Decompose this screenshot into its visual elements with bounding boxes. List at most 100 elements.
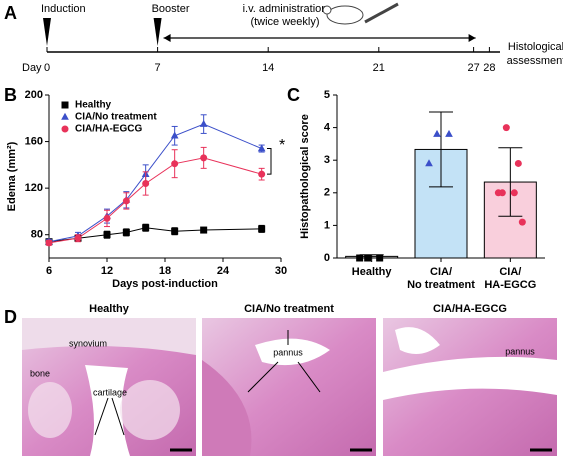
pointer-arrow	[247, 361, 279, 393]
x-tick-label: CIA/HA-EGCG	[484, 266, 536, 291]
series-line	[48, 227, 262, 243]
y-tick-label: 4	[324, 122, 331, 134]
x-tick-label: 12	[101, 265, 113, 277]
data-point	[199, 119, 208, 127]
series-line	[48, 123, 262, 243]
data-point	[103, 214, 111, 222]
data-point	[122, 228, 130, 236]
data-point	[122, 197, 130, 205]
syringe-icon	[364, 2, 399, 24]
data-point	[200, 154, 208, 162]
data-point	[45, 239, 53, 247]
legend-marker	[61, 125, 69, 133]
y-axis-label: Histopathological score	[299, 114, 311, 239]
data-point	[514, 159, 522, 167]
image-annotation: pannus	[273, 347, 303, 357]
legend-marker	[61, 101, 69, 109]
event-label: Induction	[41, 3, 86, 15]
legend-marker	[61, 112, 69, 120]
joint-space	[383, 356, 557, 400]
panel-letter: B	[4, 85, 17, 105]
significance-bracket	[267, 148, 272, 175]
administration-label: i.v. administration	[243, 3, 328, 15]
legend-label: CIA/HA-EGCG	[75, 124, 142, 135]
image-annotation: bone	[30, 368, 50, 378]
joint-space	[255, 338, 330, 366]
y-tick-label: 5	[324, 89, 330, 101]
image-title: CIA/HA-EGCG	[433, 303, 507, 315]
end-label: assessment	[507, 55, 563, 67]
event-marker	[43, 18, 51, 46]
image-title: CIA/No treatment	[244, 303, 334, 315]
data-point	[445, 129, 453, 137]
panel-letter: A	[4, 3, 17, 23]
mouse-icon	[322, 5, 332, 15]
y-tick-label: 0	[324, 252, 330, 264]
event-marker	[153, 18, 162, 46]
x-tick-label: Healthy	[352, 266, 393, 278]
tissue-layer	[22, 318, 196, 355]
pointer-arrow	[111, 397, 125, 436]
data-point	[171, 227, 179, 235]
data-point	[258, 225, 266, 233]
x-tick-label: CIA/No treatment	[407, 266, 475, 291]
legend-label: Healthy	[75, 100, 112, 111]
y-tick-label: 80	[31, 229, 43, 241]
day-label: Day	[22, 62, 42, 74]
data-point	[103, 231, 111, 239]
data-point	[498, 189, 506, 197]
data-point	[200, 226, 208, 234]
image-annotation: pannus	[505, 346, 535, 356]
y-axis-label: Edema (mm²)	[6, 141, 18, 211]
timeline-tick-label: 7	[155, 62, 161, 74]
pointer-arrow	[297, 361, 321, 393]
data-point	[74, 234, 82, 242]
y-tick-label: 120	[25, 182, 43, 194]
x-axis-label: Days post-induction	[112, 278, 218, 290]
timeline-tick-label: 27	[467, 62, 479, 74]
image-title: Healthy	[89, 303, 130, 315]
timeline-tick-label: 0	[44, 62, 50, 74]
data-point	[257, 144, 266, 152]
joint-space	[85, 365, 130, 456]
legend-label: CIA/No treatment	[75, 112, 157, 123]
x-tick-label: 18	[159, 265, 171, 277]
data-point	[510, 189, 518, 197]
data-point	[518, 218, 526, 226]
data-point	[142, 224, 150, 232]
y-tick-label: 3	[324, 154, 330, 166]
data-point	[502, 124, 510, 132]
tissue-layer	[202, 360, 252, 456]
timeline-tick-label: 21	[373, 62, 385, 74]
timeline-tick-label: 14	[262, 62, 274, 74]
image-annotation: synovium	[69, 338, 107, 348]
data-point	[171, 160, 179, 168]
series-line	[48, 157, 262, 244]
mouse-icon	[326, 5, 364, 25]
y-tick-label: 200	[25, 89, 43, 101]
data-point	[356, 254, 364, 262]
arrow-head	[468, 34, 476, 42]
panel-letter: C	[287, 85, 300, 105]
event-label: Booster	[152, 3, 190, 15]
bone-region	[120, 380, 180, 440]
data-point	[258, 170, 266, 178]
x-tick-label: 30	[275, 265, 287, 277]
data-point	[376, 254, 384, 262]
pointer-arrow	[94, 397, 109, 436]
joint-space	[395, 327, 440, 354]
administration-label: (twice weekly)	[250, 16, 319, 28]
data-point	[170, 131, 179, 139]
x-tick-label: 6	[46, 265, 52, 277]
y-tick-label: 1	[324, 219, 330, 231]
image-annotation: cartilage	[93, 387, 127, 397]
x-tick-label: 24	[217, 265, 230, 277]
y-tick-label: 2	[324, 187, 330, 199]
end-label: Histological	[508, 41, 563, 53]
panel-letter: D	[4, 307, 17, 327]
annotation: *	[279, 137, 285, 154]
histology-images	[22, 318, 557, 456]
bone-region	[28, 382, 72, 438]
